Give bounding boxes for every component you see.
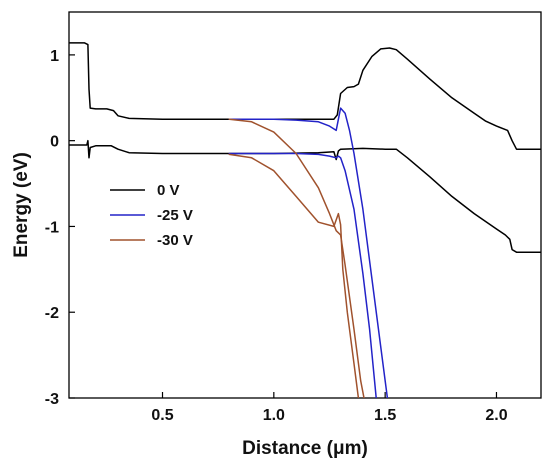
x-axis-title: Distance (μm) bbox=[242, 438, 368, 459]
series-line-1-band-0 bbox=[228, 107, 389, 398]
legend-label: -30 V bbox=[157, 232, 193, 249]
plot-frame bbox=[68, 11, 542, 399]
y-tick-label: -3 bbox=[45, 391, 59, 408]
x-tick-label: 0.5 bbox=[151, 407, 173, 424]
series-line-2-band-0 bbox=[228, 118, 365, 398]
series-line-0-band-1 bbox=[69, 139, 541, 253]
legend: 0 V -25 V -30 V bbox=[110, 182, 193, 249]
x-tick-label: 1.5 bbox=[374, 407, 396, 424]
x-axis-ticks: 0.5 1.0 1.5 2.0 bbox=[151, 392, 508, 424]
legend-label: -25 V bbox=[157, 207, 193, 224]
legend-label: 0 V bbox=[157, 182, 180, 199]
x-tick-label: 1.0 bbox=[263, 407, 285, 424]
y-tick-label: 0 bbox=[50, 134, 59, 151]
y-tick-label: -2 bbox=[45, 305, 59, 322]
y-tick-label: 1 bbox=[50, 48, 59, 65]
x-tick-label: 2.0 bbox=[485, 407, 507, 424]
y-tick-label: -1 bbox=[45, 219, 59, 236]
y-axis-title: Energy (eV) bbox=[11, 152, 32, 258]
series-layer bbox=[69, 42, 541, 398]
y-axis-ticks: 1 0 -1 -2 -3 bbox=[45, 48, 75, 408]
series-line-0-band-0 bbox=[69, 42, 541, 150]
series-line-2-band-1 bbox=[228, 153, 360, 398]
